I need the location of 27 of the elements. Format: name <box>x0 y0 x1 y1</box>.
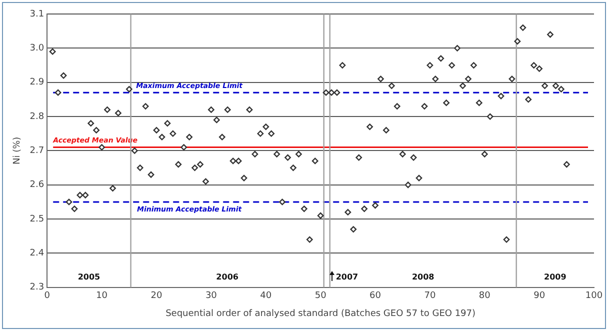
y-tick-label: 3.0 <box>30 44 44 54</box>
y-tick-label: 3.1 <box>30 9 44 20</box>
y-tick-label: 2.6 <box>30 180 44 190</box>
x-tick-label: 40 <box>260 291 272 302</box>
x-tick-label: 50 <box>314 291 327 302</box>
annotation: 2009 <box>544 272 567 282</box>
x-tick-label: 30 <box>205 291 218 302</box>
x-tick-label: 20 <box>150 291 162 302</box>
x-tick-label: 0 <box>44 291 50 302</box>
x-axis-title: Sequential order of analysed standard (Batches GEO 57 to GEO 197) <box>166 308 476 319</box>
y-tick-label: 2.4 <box>30 248 44 259</box>
y-axis-title: Ni (%) <box>12 136 23 165</box>
x-tick-label: 70 <box>424 291 436 302</box>
annotation: 2006 <box>216 272 239 282</box>
y-tick-label: 2.7 <box>30 146 44 156</box>
y-tick-label: 2.5 <box>30 214 44 224</box>
x-tick-label: 60 <box>370 291 382 302</box>
y-tick-label: 2.8 <box>30 112 44 122</box>
y-tick-label: 2.3 <box>30 282 44 293</box>
y-tick-label: 2.9 <box>30 78 44 88</box>
x-tick-label: 90 <box>534 291 546 302</box>
annotation: 2008 <box>412 272 435 282</box>
annotation: 2007 <box>336 272 358 282</box>
annotation: 2005 <box>78 272 101 282</box>
x-tick-label: 10 <box>96 291 108 302</box>
x-tick-label: 80 <box>478 291 491 302</box>
x-tick-label: 100 <box>585 291 603 302</box>
